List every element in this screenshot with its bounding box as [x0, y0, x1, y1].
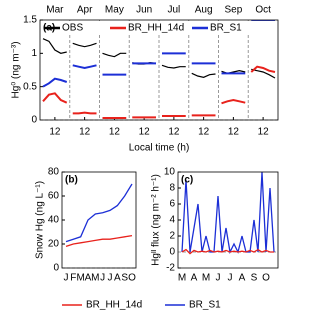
legend-label: BR_HH_14d: [128, 23, 184, 34]
plot-frame: [61, 171, 137, 269]
plot-frame: [177, 171, 279, 269]
y-axis-label: Hgᴵᴵ flux (ng m⁻² h⁻¹): [151, 174, 162, 266]
series-line: [65, 234, 133, 248]
x-tick-label: 12: [258, 127, 270, 138]
series-line: [72, 42, 97, 48]
series-line: [161, 64, 186, 69]
x-tick-label: 12: [79, 127, 91, 138]
series-line: [181, 248, 274, 255]
x-tick-label: S: [251, 273, 258, 284]
month-label: Jun: [136, 5, 152, 16]
x-tick-label: J: [228, 273, 233, 284]
legend-label: OBS: [62, 23, 83, 34]
y-tick-label: 0.5: [23, 81, 37, 92]
legend-label: BR_S1: [189, 300, 221, 311]
y-axis-label: Snow Hg (ng L⁻¹): [35, 181, 46, 259]
month-label: May: [105, 5, 124, 16]
series-line: [72, 111, 97, 115]
legend-label: BR_S1: [210, 23, 242, 34]
y-tick-label: 6: [169, 199, 175, 210]
y-tick-label: 80: [48, 167, 60, 178]
panel-label: (a): [43, 23, 55, 34]
y-tick-label: 8: [169, 183, 175, 194]
x-axis-label: Local time (h): [129, 143, 190, 154]
x-tick-label: J: [216, 273, 221, 284]
y-tick-label: 2: [169, 231, 175, 242]
x-tick-label: M: [76, 273, 84, 284]
month-label: Oct: [255, 5, 271, 16]
x-tick-label: J: [100, 273, 105, 284]
y-tick-label: 0: [169, 247, 175, 258]
series-line: [42, 38, 67, 54]
y-tick-label: 0: [53, 263, 59, 274]
y-tick-label: 1: [31, 48, 37, 59]
x-tick-label: J: [108, 273, 113, 284]
panel-label: (c): [181, 175, 193, 186]
x-tick-label: F: [70, 273, 76, 284]
figure: 0 0.5 1 1.5 Hg⁰ (ng m⁻³) Mar 12 Apr 12 May 12 Jun 12…: [11, 5, 279, 311]
series-line: [250, 65, 276, 73]
legend-label: BR_HH_14d: [86, 300, 142, 311]
series-line: [191, 72, 216, 78]
x-tick-label: O: [262, 273, 270, 284]
panel-label: (b): [65, 175, 78, 186]
x-tick-label: S: [121, 273, 128, 284]
month-label: Aug: [195, 5, 213, 16]
x-tick-label: J: [64, 273, 69, 284]
y-axis-label: Hg⁰ (ng m⁻³): [11, 41, 22, 98]
y-tick-label: 0: [31, 115, 37, 126]
x-tick-label: M: [178, 273, 186, 284]
x-tick-label: A: [114, 273, 121, 284]
y-tick-label: 10: [164, 167, 176, 178]
month-label: Apr: [77, 5, 93, 16]
series-line: [221, 98, 246, 105]
x-tick-label: A: [191, 273, 198, 284]
month-label: Sep: [224, 5, 242, 16]
x-tick-label: 12: [49, 127, 61, 138]
x-tick-label: M: [91, 273, 99, 284]
x-tick-label: 12: [168, 127, 180, 138]
x-tick-label: 12: [228, 127, 240, 138]
series-line: [72, 64, 97, 70]
y-tick-label: 1.5: [23, 15, 37, 26]
x-tick-label: A: [85, 273, 92, 284]
y-tick-label: 40: [48, 215, 60, 226]
x-tick-label: 12: [198, 127, 210, 138]
series-line: [102, 52, 127, 58]
series-line: [65, 183, 133, 243]
series-line: [42, 92, 68, 104]
legend-box: [41, 21, 277, 34]
x-tick-label: O: [128, 273, 136, 284]
series-line: [181, 171, 275, 255]
x-tick-label: M: [202, 273, 210, 284]
y-tick-label: 4: [169, 215, 175, 226]
x-tick-label: 12: [109, 127, 121, 138]
y-tick-label: -2: [166, 263, 175, 274]
series-line: [251, 68, 276, 79]
series-line: [42, 77, 68, 88]
y-tick-label: 60: [48, 191, 60, 202]
month-label: Jul: [167, 5, 180, 16]
plot-frame: [39, 19, 279, 121]
month-label: Mar: [46, 5, 64, 16]
x-tick-label: A: [239, 273, 246, 284]
y-tick-label: 20: [48, 239, 60, 250]
x-tick-label: 12: [139, 127, 151, 138]
